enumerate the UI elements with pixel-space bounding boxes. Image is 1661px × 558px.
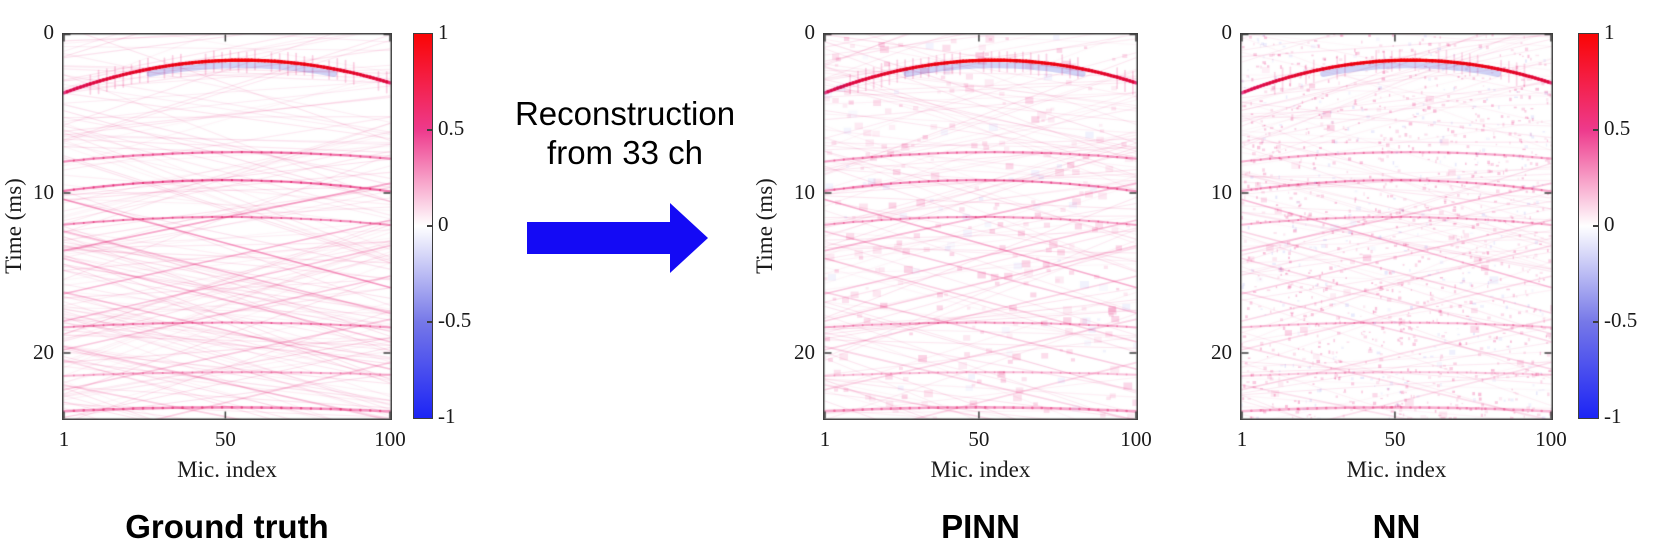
colorbar-tick-label-cb-right-0.5: 0.5 — [1604, 116, 1631, 140]
colorbar-tick-mark — [427, 321, 433, 323]
x-tick-label-ground-truth-100: 100 — [374, 427, 406, 451]
annotation-line-2: from 33 ch — [547, 134, 703, 171]
y-tick-label-pinn-0: 0 — [804, 20, 816, 44]
panel-title-ground-truth: Ground truth — [125, 508, 329, 545]
panel-title-nn: NN — [1372, 508, 1421, 545]
x-tick-label-ground-truth-50: 50 — [214, 427, 236, 451]
heatmap-nn — [1240, 33, 1553, 420]
colorbar-tick-label-cb-right--0.5: -0.5 — [1604, 308, 1638, 332]
y-tick-label-nn-10: 10 — [1211, 180, 1232, 204]
x-tick-label-nn-100: 100 — [1535, 427, 1567, 451]
x-tick-label-pinn-50: 50 — [968, 427, 990, 451]
x-tick-label-nn-1: 1 — [1236, 427, 1248, 451]
heatmap-ground-truth — [62, 33, 392, 420]
colorbar-tick-label-cb-right-1: 1 — [1604, 20, 1615, 44]
colorbar-tick-label-cb-left-0.5: 0.5 — [438, 116, 465, 140]
y-tick-label-ground-truth-20: 20 — [33, 340, 54, 364]
heatmap-pinn — [823, 33, 1138, 420]
colorbar-tick-mark — [427, 225, 433, 227]
y-tick-label-ground-truth-10: 10 — [33, 180, 54, 204]
x-axis-label-nn: Mic. index — [1346, 457, 1447, 482]
annotation-text: Reconstruction from 33 ch — [455, 94, 795, 172]
x-axis-label-ground-truth: Mic. index — [177, 457, 277, 482]
y-tick-label-nn-0: 0 — [1221, 20, 1233, 44]
colorbar-tick-label-cb-left--0.5: -0.5 — [438, 308, 472, 332]
y-axis-label-ground-truth: Time (ms) — [1, 178, 26, 274]
right-arrow-icon — [527, 203, 708, 273]
y-tick-label-ground-truth-0: 0 — [43, 20, 55, 44]
x-tick-label-pinn-100: 100 — [1120, 427, 1152, 451]
colorbar-tick-label-cb-right-0: 0 — [1604, 212, 1615, 236]
x-axis-label-pinn: Mic. index — [930, 457, 1031, 482]
y-tick-label-pinn-20: 20 — [794, 340, 815, 364]
colorbar-tick-mark — [427, 129, 433, 131]
x-tick-label-nn-50: 50 — [1384, 427, 1406, 451]
colorbar-tick-label-cb-left-0: 0 — [438, 212, 449, 236]
annotation-line-1: Reconstruction — [514, 95, 736, 132]
colorbar-tick-mark — [1593, 321, 1599, 323]
x-tick-label-pinn-1: 1 — [819, 427, 831, 451]
right-arrow-shape — [527, 203, 708, 273]
colorbar-tick-mark — [1593, 225, 1599, 227]
panel-title-pinn: PINN — [941, 508, 1020, 545]
y-axis-label-pinn: Time (ms) — [752, 178, 777, 274]
colorbar-tick-mark — [1593, 129, 1599, 131]
colorbar-tick-label-cb-left-1: 1 — [438, 20, 449, 44]
colorbar-tick-label-cb-left--1: -1 — [438, 404, 456, 428]
colorbar-tick-label-cb-right--1: -1 — [1604, 404, 1622, 428]
y-tick-label-pinn-10: 10 — [794, 180, 815, 204]
y-tick-label-nn-20: 20 — [1211, 340, 1232, 364]
x-tick-label-ground-truth-1: 1 — [58, 427, 70, 451]
